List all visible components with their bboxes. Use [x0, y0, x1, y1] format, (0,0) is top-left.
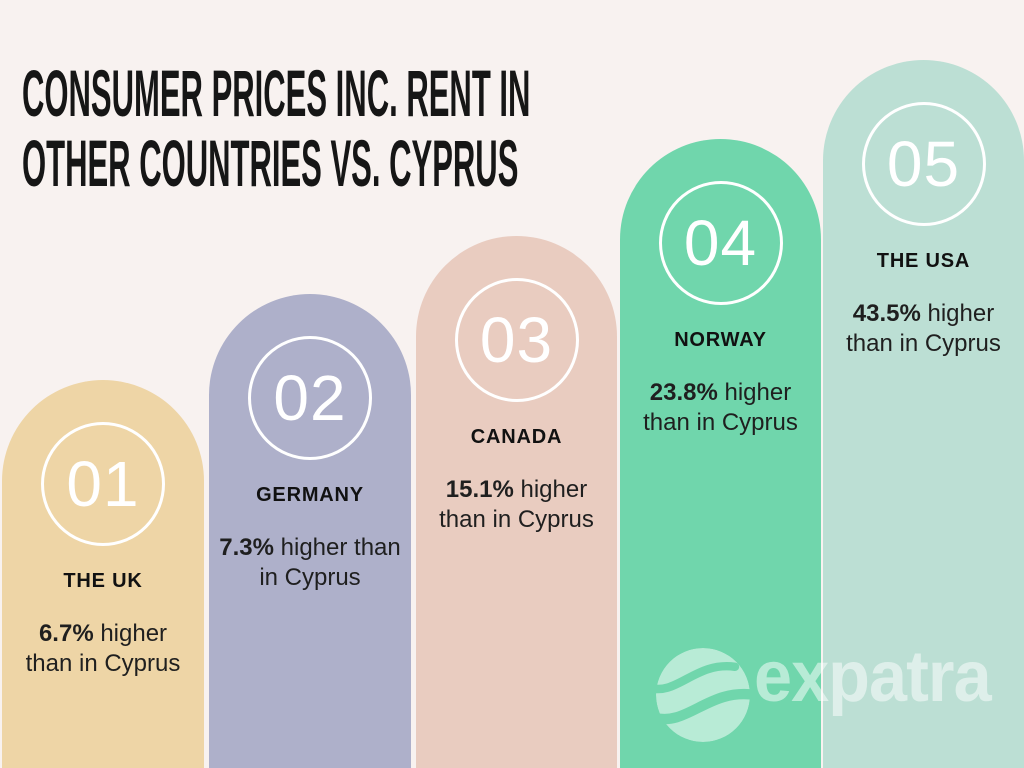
stat-text: 43.5% higher than in Cyprus: [846, 299, 1001, 359]
stat-suffix: higher: [717, 379, 792, 406]
country-label: CANADA: [470, 426, 563, 448]
rank-number: 01: [66, 448, 140, 520]
bar-the-uk: 01 THE UK 6.7% higher than in Cyprus: [2, 380, 204, 768]
country-label: NORWAY: [674, 329, 767, 351]
rank-circle: 03: [454, 278, 579, 402]
stat-text: 7.3% higher than in Cyprus: [219, 533, 400, 593]
title-line-2: OTHER COUNTRIES VS. CYPRUS: [22, 126, 519, 200]
country-label: THE UK: [63, 570, 143, 592]
rank-number: 05: [886, 128, 961, 200]
stat-line-2: than in Cyprus: [439, 506, 594, 533]
bar-norway: 04 NORWAY 23.8% higher than in Cyprus: [620, 139, 821, 768]
stat-text: 15.1% higher than in Cyprus: [439, 475, 594, 535]
stat-line-2: than in Cyprus: [25, 650, 181, 677]
bar-the-usa: 05 THE USA 43.5% higher than in Cyprus: [823, 60, 1024, 768]
rank-number: 02: [273, 362, 347, 434]
stat-percentage: 6.7%: [38, 620, 94, 647]
stat-suffix: higher: [513, 476, 588, 503]
stat-percentage: 7.3%: [219, 534, 274, 561]
stat-line-2: than in Cyprus: [846, 330, 1001, 357]
stat-percentage: 43.5%: [852, 300, 921, 327]
country-label: GERMANY: [256, 484, 364, 506]
rank-number: 03: [479, 304, 554, 376]
title-line-1: CONSUMER PRICES INC. RENT IN: [22, 56, 531, 130]
stat-suffix: higher: [93, 620, 168, 647]
stat-text: 23.8% higher than in Cyprus: [643, 378, 798, 438]
stat-suffix: higher than: [273, 534, 401, 561]
bar-germany: 02 GERMANY 7.3% higher than in Cyprus: [209, 294, 411, 768]
bar-canada: 03 CANADA 15.1% higher than in Cyprus: [416, 236, 617, 768]
stat-suffix: higher: [920, 300, 995, 327]
stat-percentage: 23.8%: [649, 379, 718, 406]
stat-line-2: than in Cyprus: [643, 409, 798, 436]
country-label: THE USA: [876, 250, 971, 272]
stat-line-2: in Cyprus: [259, 564, 361, 591]
rank-number: 04: [683, 207, 758, 279]
page-title: CONSUMER PRICES INC. RENT IN OTHER COUNT…: [22, 58, 530, 198]
stat-percentage: 15.1%: [445, 476, 514, 503]
rank-circle: 01: [41, 422, 165, 546]
rank-circle: 04: [658, 181, 783, 305]
stat-text: 6.7% higher than in Cyprus: [26, 619, 181, 679]
rank-circle: 05: [861, 102, 986, 226]
rank-circle: 02: [248, 336, 372, 460]
